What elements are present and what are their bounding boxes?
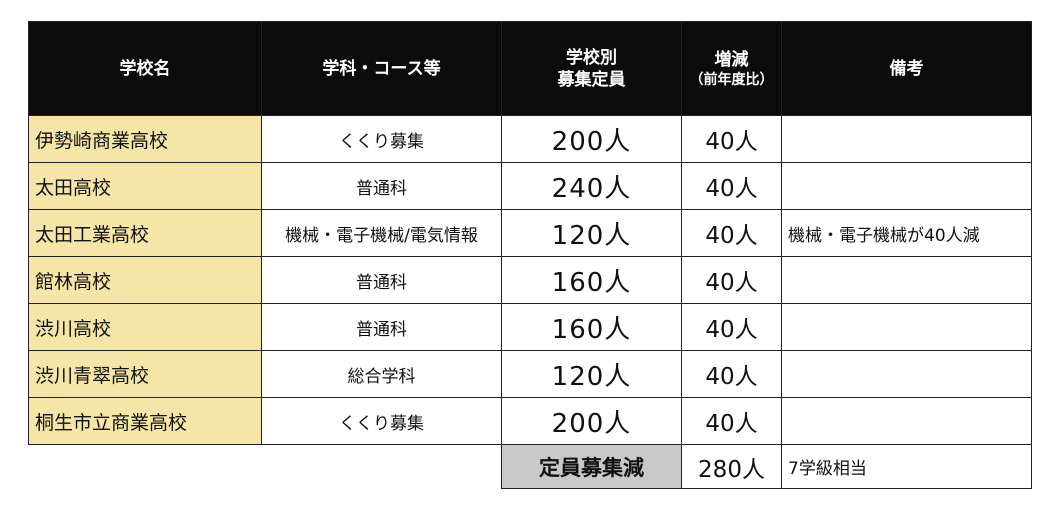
change-value: 40人	[681, 162, 782, 210]
course-name: 機械・電子機械/電気情報	[261, 209, 502, 257]
change-value: 40人	[681, 303, 782, 351]
notes-value	[781, 162, 1032, 210]
header-notes: 備考	[781, 21, 1032, 116]
notes-value	[781, 350, 1032, 398]
capacity-value: 120人	[501, 350, 682, 398]
course-name: 総合学科	[261, 350, 502, 398]
summary-spacer	[28, 444, 262, 489]
table-row: 太田工業高校 機械・電子機械/電気情報 120人 40人 機械・電子機械が40人…	[28, 209, 1032, 257]
school-name: 渋川高校	[28, 303, 262, 351]
header-change-line1: 増減	[714, 49, 749, 70]
school-name: 桐生市立商業高校	[28, 397, 262, 445]
school-name: 太田高校	[28, 162, 262, 210]
change-value: 40人	[681, 256, 782, 304]
summary-value: 280人	[681, 444, 782, 489]
change-value: 40人	[681, 115, 782, 163]
school-name: 館林高校	[28, 256, 262, 304]
header-change-line2: （前年度比）	[689, 71, 774, 88]
header-school: 学校名	[28, 21, 262, 116]
change-value: 40人	[681, 209, 782, 257]
notes-value	[781, 303, 1032, 351]
header-capacity: 学校別 募集定員	[501, 21, 682, 116]
course-name: くくり募集	[261, 397, 502, 445]
header-course: 学科・コース等	[261, 21, 502, 116]
course-name: 普通科	[261, 303, 502, 351]
notes-value	[781, 256, 1032, 304]
capacity-value: 200人	[501, 397, 682, 445]
summary-note: 7学級相当	[781, 444, 1032, 489]
capacity-value: 160人	[501, 256, 682, 304]
school-name: 太田工業高校	[28, 209, 262, 257]
school-name: 渋川青翠高校	[28, 350, 262, 398]
notes-value	[781, 397, 1032, 445]
table-row: 桐生市立商業高校 くくり募集 200人 40人	[28, 397, 1032, 445]
capacity-value: 120人	[501, 209, 682, 257]
course-name: 普通科	[261, 162, 502, 210]
capacity-value: 160人	[501, 303, 682, 351]
header-row: 学校名 学科・コース等 学校別 募集定員 増減 （前年度比） 備考	[28, 21, 1032, 116]
summary-row: 定員募集減 280人 7学級相当	[28, 444, 1032, 489]
school-name: 伊勢崎商業高校	[28, 115, 262, 163]
table-row: 館林高校 普通科 160人 40人	[28, 256, 1032, 304]
table-row: 渋川青翠高校 総合学科 120人 40人	[28, 350, 1032, 398]
course-name: 普通科	[261, 256, 502, 304]
header-capacity-line1: 学校別	[566, 47, 617, 68]
table-row: 伊勢崎商業高校 くくり募集 200人 40人	[28, 115, 1032, 163]
notes-value	[781, 115, 1032, 163]
change-value: 40人	[681, 397, 782, 445]
change-value: 40人	[681, 350, 782, 398]
capacity-value: 200人	[501, 115, 682, 163]
course-name: くくり募集	[261, 115, 502, 163]
capacity-table: 学校名 学科・コース等 学校別 募集定員 増減 （前年度比） 備考 伊勢崎商業高…	[28, 21, 1032, 489]
table-row: 渋川高校 普通科 160人 40人	[28, 303, 1032, 351]
capacity-value: 240人	[501, 162, 682, 210]
header-capacity-line2: 募集定員	[557, 69, 626, 90]
header-change: 増減 （前年度比）	[681, 21, 782, 116]
table-row: 太田高校 普通科 240人 40人	[28, 162, 1032, 210]
summary-spacer	[261, 444, 502, 489]
notes-value: 機械・電子機械が40人減	[781, 209, 1032, 257]
summary-label: 定員募集減	[501, 444, 682, 489]
